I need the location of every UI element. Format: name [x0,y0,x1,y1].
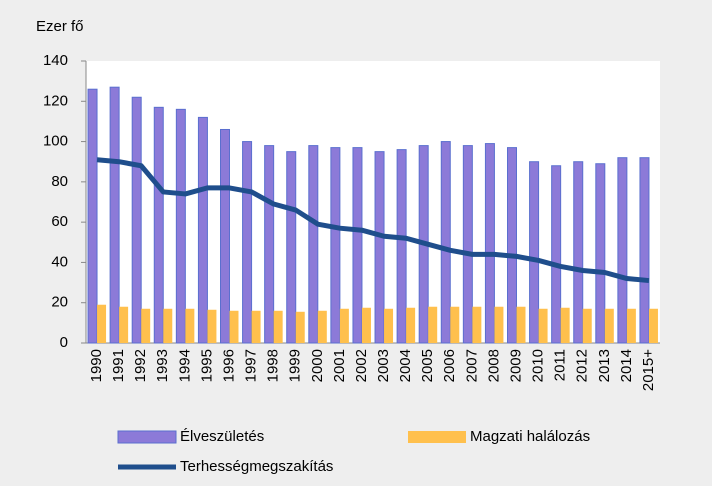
bar [384,308,394,343]
bar [507,147,517,344]
bar [308,145,319,344]
x-tick-label: 2007 [463,349,480,382]
legend-label: Magzati halálozás [470,428,590,445]
bar [175,108,186,344]
y-tick-label: 80 [51,173,68,190]
y-tick-label: 0 [60,334,68,351]
bar [264,145,275,344]
bar [428,306,438,343]
bar [538,308,548,343]
x-tick-label: 1997 [243,349,260,382]
bar [374,151,385,344]
legend-swatch [408,431,466,443]
bar [573,161,584,344]
bar [462,145,473,344]
legend-label: Terhességmegszakítás [180,458,333,475]
bar [361,307,371,343]
bar [450,306,460,343]
y-tick-label: 120 [43,92,68,109]
bar [582,308,592,343]
line [96,157,650,284]
bar [185,308,195,343]
x-tick-label: 2004 [397,349,414,382]
y-tick-label: 100 [43,133,68,150]
bar [595,163,606,344]
x-tick-label: 2011 [552,349,569,381]
bar [484,143,495,344]
bar [440,141,451,344]
legend-label: Élveszületés [180,428,264,445]
bar [639,157,650,344]
x-tick-label: 1999 [287,349,304,382]
bar [626,308,636,343]
bar [317,310,327,343]
x-tick-label: 1991 [110,349,127,382]
bar [560,307,570,343]
x-tick-label: 2005 [419,349,436,382]
bar [604,308,614,343]
x-tick-label: 1992 [132,349,149,382]
bar [352,147,363,344]
x-tick-label: 2014 [618,349,635,382]
bar [529,161,540,344]
x-tick-label: 1994 [176,349,193,382]
bar [251,310,261,343]
bar [472,306,482,343]
x-tick-label: 1990 [88,349,105,382]
x-tick-label: 2000 [309,349,326,382]
y-tick-label: 140 [43,52,68,69]
bar [339,308,349,343]
bar [516,306,526,343]
x-tick-label: 1993 [154,349,171,382]
bar [87,88,98,344]
x-tick-label: 2013 [596,349,613,382]
bar [648,308,658,343]
x-tick-label: 2001 [331,349,348,382]
x-tick-label: 1995 [198,349,215,382]
x-tick-label: 1996 [220,349,237,382]
bar [494,306,504,343]
bar [286,151,297,344]
bar [551,165,562,344]
x-tick-label: 2008 [485,349,502,382]
bar [153,106,164,344]
bar [396,149,407,344]
bar [406,307,416,343]
bar [197,116,208,344]
bar [119,306,129,343]
bar [207,309,217,343]
bar [242,141,253,344]
y-tick-label: 40 [51,253,68,270]
bar [141,308,151,343]
bar [131,96,142,344]
x-tick-label: 2015+ [640,349,657,391]
bar [109,86,120,344]
bar [163,308,173,343]
y-tick-label: 60 [51,213,68,230]
x-tick-label: 2003 [375,349,392,382]
x-tick-label: 2010 [530,349,547,382]
bar [273,310,283,343]
y-axis-title: Ezer fő [36,18,84,35]
bar [220,128,230,344]
bar [617,157,628,344]
bar [295,311,305,343]
x-tick-label: 2002 [353,349,370,382]
bar [229,310,239,343]
legend-swatch [117,430,177,444]
x-tick-label: 2009 [507,349,524,382]
bar [97,304,107,343]
y-tick-label: 20 [51,294,68,311]
bar [330,147,341,344]
x-tick-label: 2006 [441,349,458,382]
x-tick-label: 1998 [265,349,282,382]
x-tick-label: 2012 [574,349,591,382]
